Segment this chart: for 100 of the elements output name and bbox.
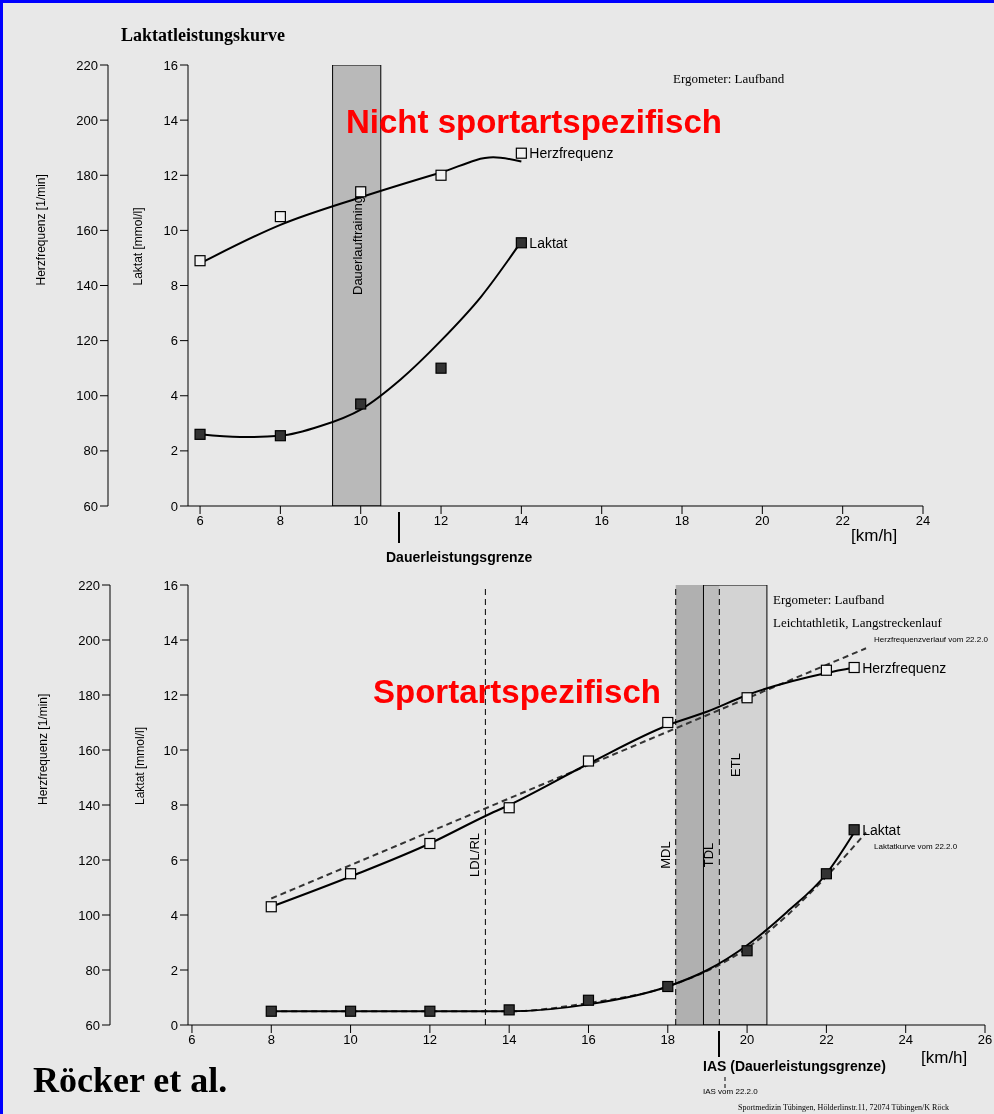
- annotation: Ergometer: Laufband: [773, 592, 885, 608]
- point: [435, 169, 447, 181]
- x-tick-label: 8: [276, 513, 284, 529]
- x-axis-title: [km/h]: [851, 526, 898, 545]
- point: [582, 755, 595, 767]
- y-tick-label: 100: [78, 907, 100, 923]
- y-tick-label: 200: [76, 112, 98, 128]
- y-tick-label: 80: [85, 962, 100, 978]
- y-tick-label: 160: [78, 742, 100, 758]
- y2-tick-label: 10: [163, 222, 178, 238]
- point: [355, 398, 367, 410]
- ref-line-label: TDL: [701, 842, 717, 868]
- y2-tick-label: 8: [170, 797, 178, 813]
- point: [582, 994, 595, 1006]
- series-label: Laktat: [529, 234, 568, 251]
- x-tick-label: 18: [674, 513, 690, 529]
- y2-tick-label: 12: [163, 167, 178, 183]
- ref-line-label: LDL/RL: [467, 832, 483, 878]
- point: [662, 980, 674, 993]
- x-tick-label: 12: [433, 513, 449, 529]
- y2-tick-label: 16: [163, 577, 178, 593]
- y2-tick-label: 2: [170, 443, 178, 459]
- point: [265, 1005, 277, 1017]
- x-tick-label: 26: [977, 1032, 993, 1048]
- x-tick-label: 10: [353, 513, 368, 529]
- point: [515, 147, 527, 159]
- y-tick-label: 160: [76, 222, 98, 238]
- y2-tick-label: 16: [163, 57, 178, 73]
- point: [274, 430, 286, 442]
- y2-tick-label: 6: [170, 333, 178, 349]
- x-tick-label: 6: [196, 513, 204, 529]
- y-tick-label: 140: [76, 278, 98, 294]
- series-label: Herzfrequenzverlauf vom 22.2.0: [874, 635, 989, 645]
- point: [503, 802, 515, 814]
- x-tick-label: 14: [514, 513, 529, 529]
- band-label: ETL: [728, 753, 744, 777]
- y2-axis-title: Laktat [mmol/l]: [133, 726, 148, 805]
- y-tick-label: 120: [76, 333, 98, 349]
- y2-tick-label: 0: [170, 1017, 178, 1033]
- point: [820, 868, 832, 880]
- y-tick-label: 80: [83, 443, 98, 459]
- y-tick-label: 200: [78, 632, 100, 648]
- x-tick-label: 8: [267, 1032, 275, 1048]
- y-tick-label: 220: [78, 577, 100, 593]
- text: Röcker et al.: [33, 1059, 228, 1101]
- text: Sportmedizin Tübingen, Hölderlinstr.11, 72074 Tübingen/K Röck: [738, 1103, 949, 1112]
- ref-line-label: MDL: [657, 841, 673, 869]
- point: [662, 716, 674, 729]
- y2-tick-label: 8: [170, 278, 178, 294]
- x-tick-label: 24: [898, 1032, 913, 1048]
- point: [194, 255, 206, 267]
- text: IAS (Dauerleistungsgrenze): [703, 1058, 886, 1074]
- point: [820, 664, 832, 676]
- series-label: Herzfrequenz: [529, 145, 614, 162]
- point: [424, 837, 436, 850]
- y2-tick-label: 4: [170, 388, 178, 404]
- x-tick-label: 20: [739, 1032, 755, 1048]
- point: [274, 210, 286, 223]
- y-tick-label: 180: [78, 687, 100, 703]
- series-label: Laktatkurve vom 22.2.0: [874, 841, 958, 851]
- point: [848, 661, 860, 674]
- point: [503, 1004, 515, 1016]
- y-tick-label: 60: [83, 498, 98, 514]
- point: [344, 868, 357, 880]
- point: [265, 901, 277, 913]
- point: [435, 362, 447, 374]
- y-tick-label: 140: [78, 797, 100, 813]
- x-tick-label: 22: [835, 513, 850, 529]
- y-tick-label: 100: [76, 388, 98, 404]
- annotation: Sportartspezifisch: [373, 673, 661, 711]
- point: [515, 237, 527, 249]
- point: [741, 945, 753, 957]
- x-tick-label: 16: [594, 513, 609, 529]
- x-tick-label: 18: [660, 1032, 676, 1048]
- x-tick-label: 20: [755, 513, 770, 529]
- series-label: Herzfrequenz: [862, 659, 947, 676]
- x-tick-label: 22: [819, 1032, 834, 1048]
- y2-tick-label: 14: [163, 632, 178, 648]
- y2-axis-title: Laktat [mmol/l]: [131, 207, 146, 286]
- y-axis-title: Herzfrequenz [1/min]: [34, 174, 49, 286]
- y2-tick-label: 4: [170, 907, 178, 923]
- point: [848, 824, 860, 836]
- text: Dauerleistungsgrenze: [386, 549, 533, 565]
- point: [194, 428, 206, 440]
- y-tick-label: 220: [76, 57, 98, 73]
- annotation: Ergometer: Laufband: [673, 71, 785, 87]
- y2-tick-label: 0: [170, 498, 178, 514]
- y-tick-label: 180: [76, 167, 98, 183]
- y2-tick-label: 10: [163, 742, 178, 758]
- text: IAS vom 22.2.0: [703, 1087, 758, 1096]
- x-tick-label: 24: [915, 513, 931, 529]
- point: [344, 1005, 357, 1017]
- y2-tick-label: 6: [170, 852, 178, 868]
- x-tick-label: 12: [422, 1032, 438, 1048]
- series-label: Laktat: [862, 821, 901, 838]
- y-tick-label: 60: [85, 1017, 100, 1033]
- x-tick-label: 6: [188, 1032, 196, 1048]
- x-tick-label: 10: [343, 1032, 358, 1048]
- point: [741, 692, 753, 704]
- y2-tick-label: 14: [163, 112, 178, 128]
